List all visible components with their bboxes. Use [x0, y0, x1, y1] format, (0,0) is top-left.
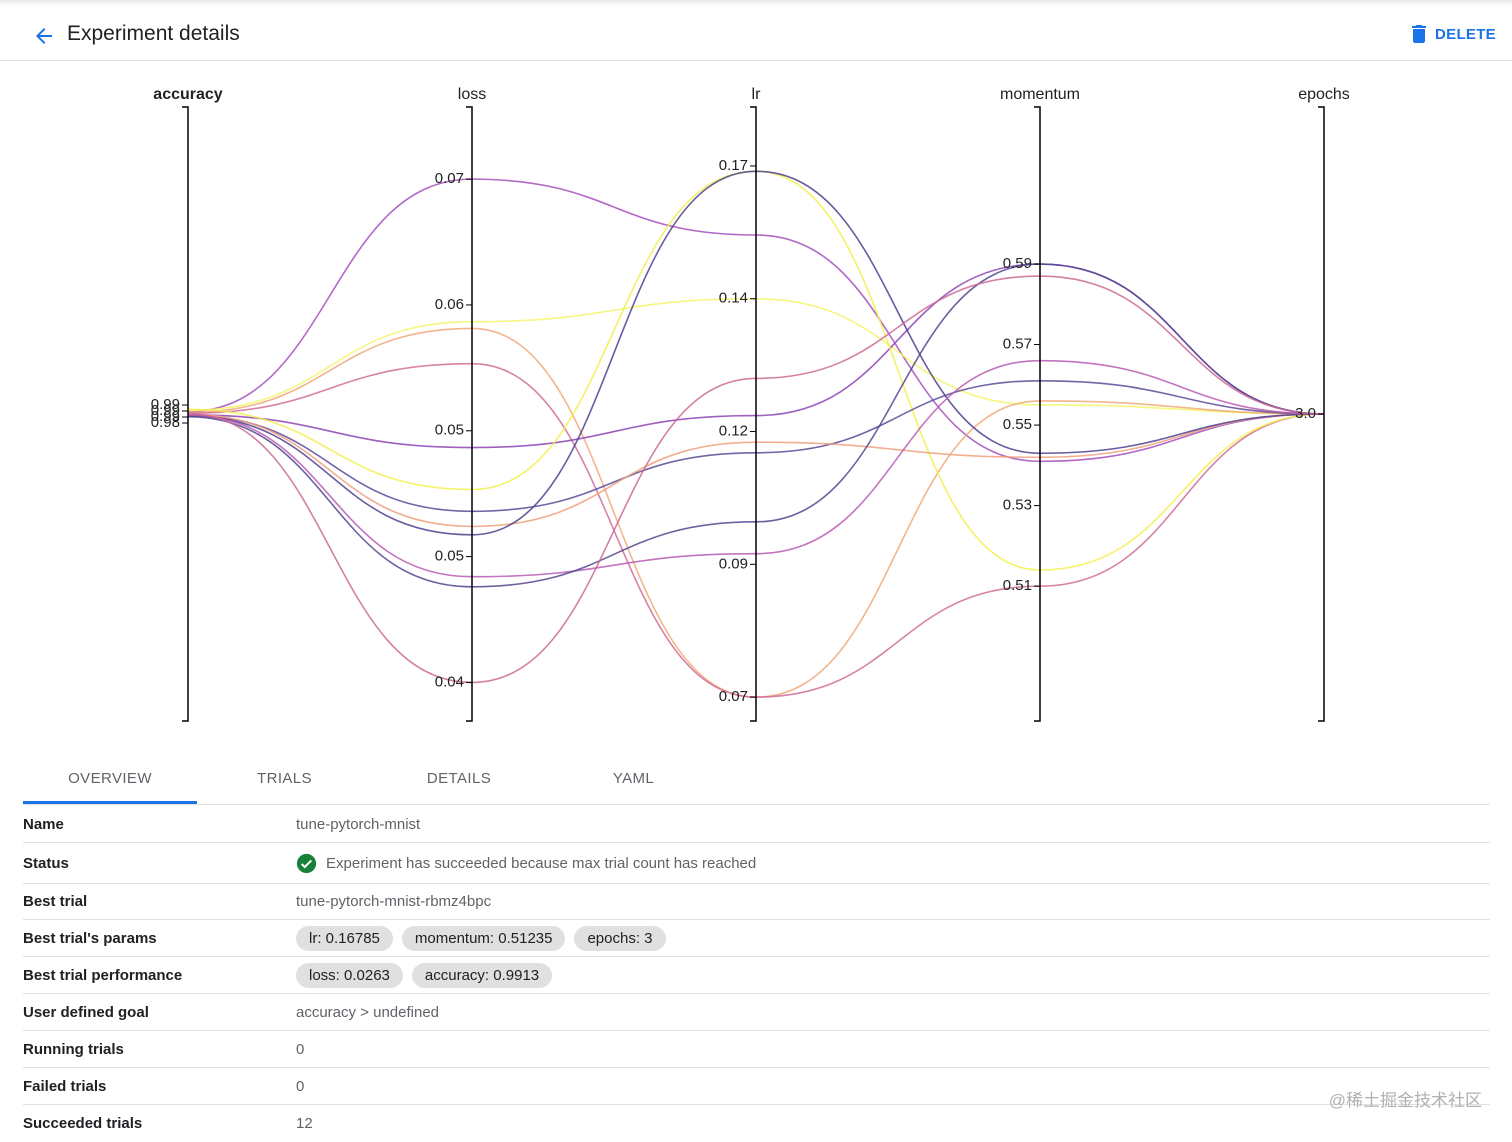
- axis-title: epochs: [1298, 86, 1350, 103]
- trial-line: [187, 413, 1325, 528]
- row-value-text: tune-pytorch-mnist: [296, 815, 421, 833]
- tab-bar: OVERVIEW TRIALS DETAILS YAML: [23, 758, 1490, 805]
- tick-label: 0.98: [151, 414, 180, 431]
- tick-label: 3.0: [1295, 405, 1316, 422]
- tick-label: 0.53: [1003, 497, 1032, 514]
- row-value-text: 0: [296, 1077, 305, 1095]
- trial-line: [187, 263, 1325, 588]
- overview-row: Failed trials 0: [23, 1068, 1490, 1105]
- axis-line: [182, 106, 189, 722]
- tab[interactable]: YAML: [612, 770, 655, 787]
- row-value-text: tune-pytorch-mnist-rbmz4bpc: [296, 893, 492, 910]
- success-icon: [296, 853, 317, 873]
- overview-row: Name tune-pytorch-mnist: [23, 806, 1490, 843]
- trash-icon: [1412, 25, 1427, 43]
- row-label: Name: [23, 815, 64, 833]
- axis-line: [1034, 106, 1041, 722]
- row-value-text: 0: [296, 1040, 305, 1058]
- back-button[interactable]: [32, 24, 56, 48]
- tick-label: 0.57: [1003, 336, 1032, 353]
- row-value: tune-pytorch-mnist-rbmz4bpc: [296, 893, 491, 910]
- tick-label: 0.51: [1003, 577, 1032, 594]
- overview-row: Succeeded trials 12: [23, 1105, 1490, 1142]
- tab[interactable]: OVERVIEW: [23, 758, 197, 804]
- overview-row: User defined goal accuracy > undefined: [23, 994, 1490, 1031]
- row-value-text: accuracy > undefined: [296, 1003, 440, 1021]
- row-value: Experiment has succeeded because max tri…: [296, 853, 756, 874]
- overview-row: Best trial performance loss: 0.0263 accura…: [23, 957, 1490, 994]
- axis-line: [750, 106, 757, 722]
- row-value: 0: [296, 1041, 304, 1058]
- trial-line: [187, 170, 1325, 536]
- parallel-coordinates-chart: accuracy 0.980.990.990.99 loss 0.07 0.06 0.05…: [151, 86, 1350, 722]
- tick-label: 0.06: [435, 296, 464, 313]
- row-value: 12: [296, 1115, 313, 1132]
- overview-row: Running trials 0: [23, 1031, 1490, 1068]
- header: Experiment details DELETE: [0, 6, 1512, 61]
- tick-label: 0.17: [719, 157, 748, 174]
- tick-label: 0.55: [1003, 416, 1032, 433]
- row-label: Succeeded trials: [23, 1114, 143, 1132]
- tick-label: 0.05: [435, 422, 464, 439]
- row-value: accuracy > undefined: [296, 1004, 439, 1021]
- tick-label: 0.99: [151, 402, 180, 419]
- row-value: loss: 0.0263 accuracy: 0.9913: [296, 962, 553, 988]
- row-value-text: Experiment has succeeded because max tri…: [326, 854, 757, 872]
- row-value: 0: [296, 1078, 304, 1095]
- tab[interactable]: TRIALS: [257, 770, 312, 787]
- tick-label: 0.14: [719, 290, 748, 307]
- delete-label: DELETE: [1435, 25, 1496, 43]
- param-chip: lr: 0.16785: [296, 925, 393, 951]
- page-title: Experiment details: [67, 22, 240, 45]
- row-label: User defined goal: [23, 1003, 149, 1021]
- overview-row: Status Experiment has succeeded because m…: [23, 843, 1490, 884]
- top-shadow: [0, 0, 1512, 6]
- trial-line: [187, 275, 1325, 684]
- axis-title: accuracy: [153, 86, 222, 103]
- overview-row: Best trial's params lr: 0.16785 momentum: …: [23, 920, 1490, 957]
- delete-button[interactable]: DELETE: [1411, 25, 1496, 43]
- tab[interactable]: DETAILS: [426, 770, 492, 787]
- row-label: Best trial: [23, 893, 88, 910]
- row-value-text: 12: [296, 1114, 313, 1132]
- tick-label: 0.07: [719, 688, 748, 705]
- overview-row: Best trial tune-pytorch-mnist-rbmz4bpc: [23, 884, 1490, 920]
- row-label: Best trial's params: [23, 929, 157, 947]
- row-label: Best trial performance: [23, 966, 183, 984]
- param-chip: loss: 0.0263: [296, 962, 403, 988]
- axis-title: lr: [752, 86, 762, 103]
- row-label: Failed trials: [23, 1077, 107, 1095]
- param-chip: momentum: 0.51235: [401, 925, 566, 951]
- tick-label: 0.99: [151, 408, 180, 425]
- row-label: Running trials: [23, 1040, 124, 1058]
- tick-label: 0.12: [719, 422, 748, 439]
- tick-label: 0.09: [719, 555, 748, 572]
- axis-line: [466, 106, 473, 722]
- row-value: tune-pytorch-mnist: [296, 816, 420, 833]
- tick-label: 0.07: [435, 170, 464, 187]
- tick-label: 0.59: [1003, 255, 1032, 272]
- row-label: Status: [23, 854, 69, 872]
- tick-label: 0.99: [151, 396, 180, 413]
- axis-title: loss: [458, 86, 486, 103]
- axis-title: momentum: [1000, 86, 1080, 103]
- watermark: @稀土掘金技术社区: [1328, 1091, 1482, 1110]
- param-chip: epochs: 3: [574, 925, 666, 951]
- param-chip: accuracy: 0.9913: [411, 962, 553, 988]
- tick-label: 0.05: [435, 548, 464, 565]
- row-value: lr: 0.16785 momentum: 0.51235 epochs: 3: [296, 925, 666, 951]
- tick-label: 0.04: [435, 673, 464, 690]
